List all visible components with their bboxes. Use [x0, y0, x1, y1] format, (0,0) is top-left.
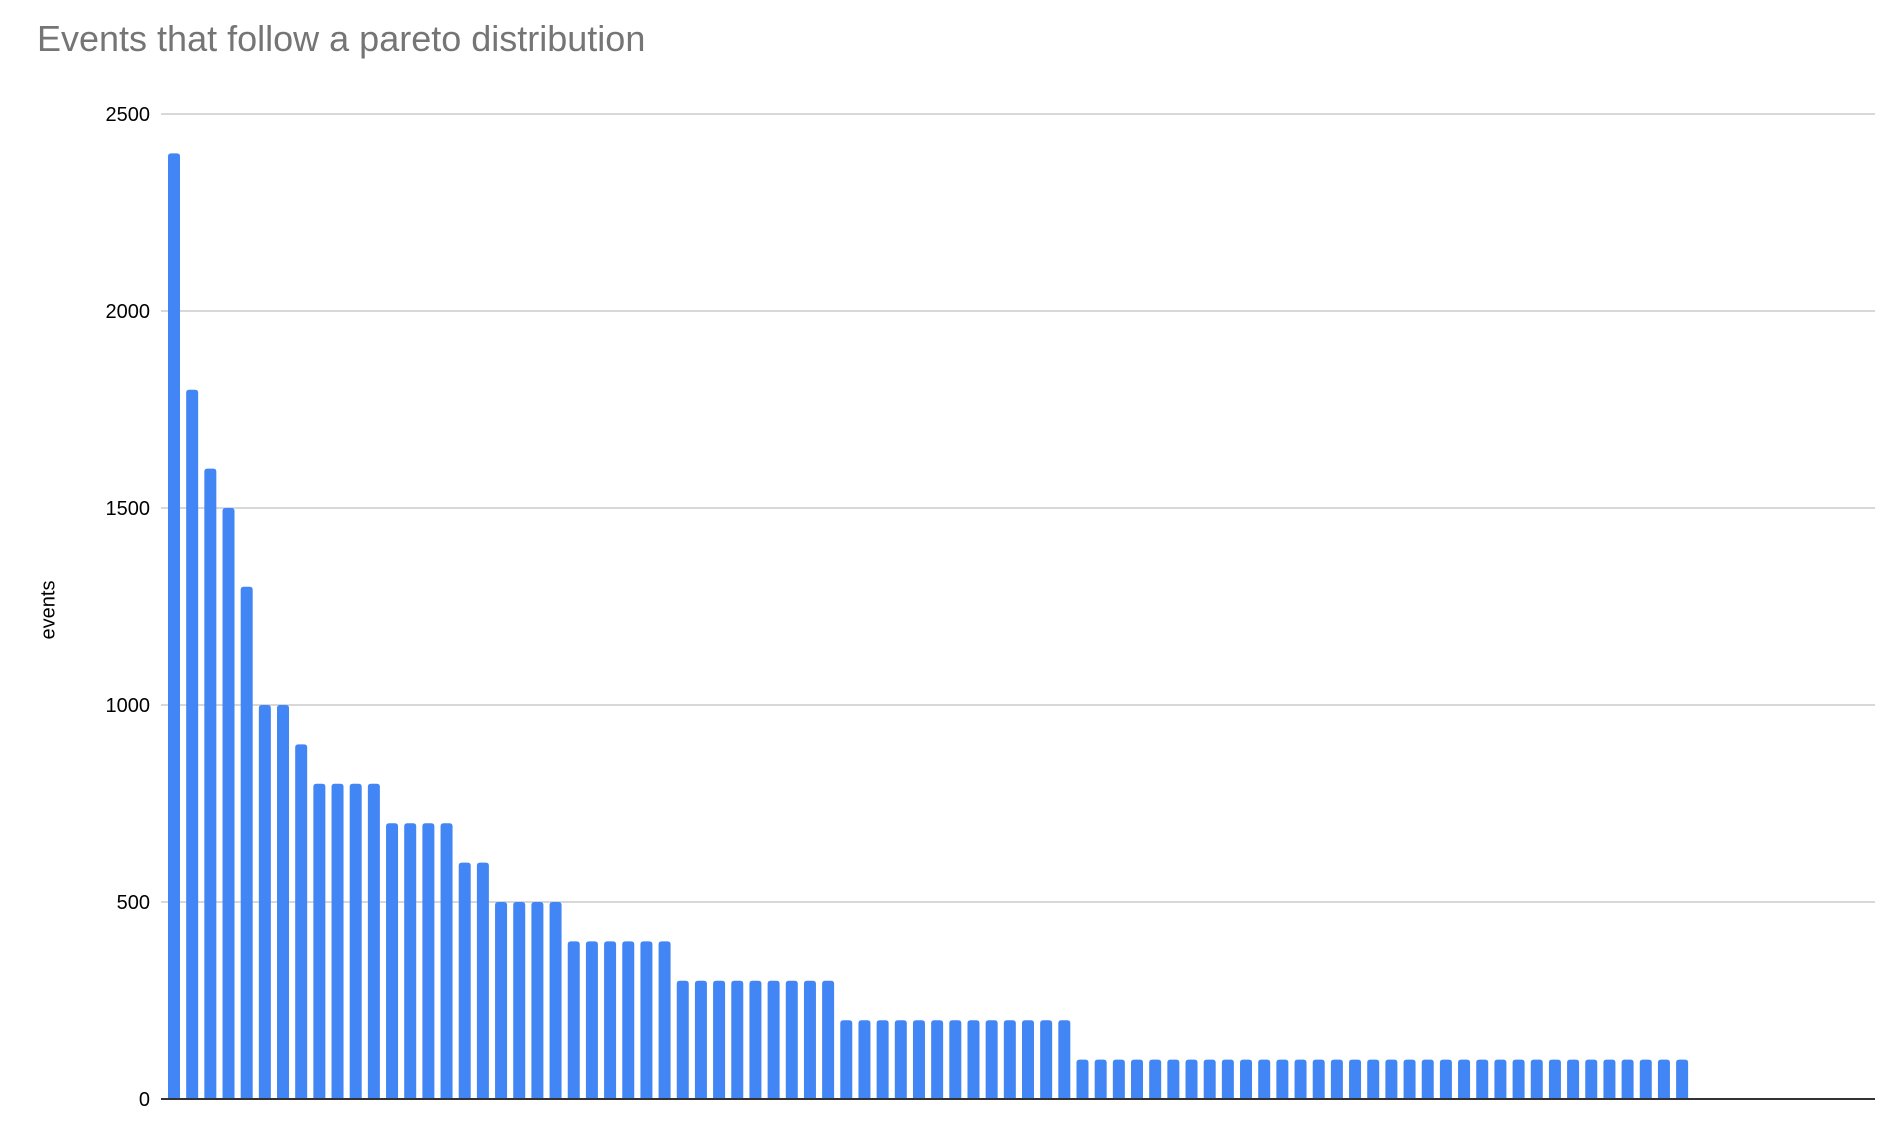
bar	[440, 823, 453, 1099]
bar	[731, 980, 744, 1099]
bar	[1639, 1059, 1652, 1099]
bar	[1258, 1059, 1271, 1099]
bar	[1240, 1059, 1253, 1099]
bar	[1676, 1059, 1689, 1099]
bar	[186, 389, 199, 1099]
bar	[1621, 1059, 1634, 1099]
bar	[168, 153, 180, 1099]
bar	[531, 902, 544, 1099]
bar	[1112, 1059, 1125, 1099]
bar	[1203, 1059, 1216, 1099]
bar	[1003, 1020, 1016, 1099]
bar	[622, 941, 635, 1099]
bar	[1476, 1059, 1489, 1099]
bar	[1094, 1059, 1107, 1099]
bar	[1403, 1059, 1416, 1099]
bar	[404, 823, 417, 1099]
bar	[1367, 1059, 1380, 1099]
bar	[458, 862, 471, 1099]
bar	[1349, 1059, 1362, 1099]
bar	[1439, 1059, 1452, 1099]
bar	[549, 902, 562, 1099]
y-tick-label: 1000	[106, 695, 151, 717]
bar	[1221, 1059, 1234, 1099]
bar	[967, 1020, 980, 1099]
bar	[1421, 1059, 1434, 1099]
bar	[767, 980, 780, 1099]
bar	[1585, 1059, 1598, 1099]
bar	[1458, 1059, 1471, 1099]
bar	[822, 980, 835, 1099]
bar	[204, 468, 217, 1100]
bar	[1330, 1059, 1343, 1099]
bar	[1657, 1059, 1670, 1099]
bar	[1294, 1059, 1307, 1099]
y-tick-label: 2500	[106, 104, 151, 126]
bar	[694, 980, 707, 1099]
bar	[676, 980, 689, 1099]
y-tick-label: 500	[117, 892, 150, 914]
bar	[876, 1020, 889, 1099]
bar	[313, 783, 326, 1099]
bar	[1149, 1059, 1162, 1099]
bar	[1385, 1059, 1398, 1099]
bar	[1548, 1059, 1561, 1099]
bar	[858, 1020, 871, 1099]
bar	[1312, 1059, 1325, 1099]
bar	[1276, 1059, 1289, 1099]
y-tick-label: 0	[139, 1089, 150, 1111]
bar	[1530, 1059, 1543, 1099]
bar	[803, 980, 816, 1099]
bar	[422, 823, 435, 1099]
bar	[585, 941, 598, 1099]
bar	[604, 941, 617, 1099]
bar	[367, 783, 380, 1099]
bar	[713, 980, 726, 1099]
bar	[931, 1020, 944, 1099]
bar	[1567, 1059, 1580, 1099]
bar	[1076, 1059, 1089, 1099]
bar	[1131, 1059, 1144, 1099]
bar	[513, 902, 526, 1099]
y-tick-label: 1500	[106, 498, 151, 520]
bar	[785, 980, 798, 1099]
bar	[640, 941, 653, 1099]
bar	[985, 1020, 998, 1099]
bar	[240, 586, 253, 1099]
bar	[1512, 1059, 1525, 1099]
bar	[1603, 1059, 1616, 1099]
bar	[912, 1020, 925, 1099]
bar	[1185, 1059, 1198, 1099]
y-tick-label: 2000	[106, 301, 151, 323]
bar	[1167, 1059, 1180, 1099]
bar	[386, 823, 399, 1099]
bar	[295, 744, 308, 1099]
bar	[567, 941, 580, 1099]
bar	[277, 705, 290, 1099]
bar	[894, 1020, 907, 1099]
bar	[749, 980, 762, 1099]
bar	[658, 941, 671, 1099]
bar	[1040, 1020, 1053, 1099]
bar	[1058, 1020, 1071, 1099]
bar	[1494, 1059, 1507, 1099]
bar	[331, 783, 344, 1099]
bar	[258, 705, 271, 1099]
bar	[476, 862, 489, 1099]
bar	[495, 902, 508, 1099]
bar	[840, 1020, 853, 1099]
bar	[1021, 1020, 1034, 1099]
bar	[949, 1020, 962, 1099]
bar	[349, 783, 362, 1099]
chart-title: Events that follow a pareto distribution	[37, 18, 646, 59]
bar	[222, 508, 235, 1099]
